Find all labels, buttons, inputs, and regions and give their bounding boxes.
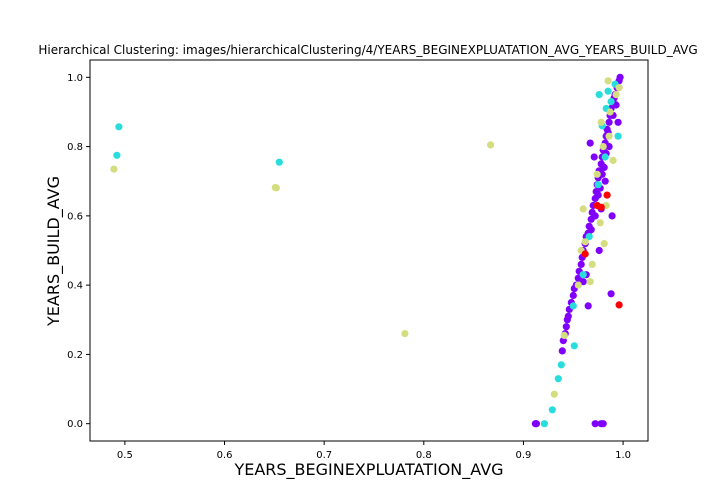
data-point [594,181,602,189]
y-axis: 0.0 0.2 0.4 0.6 0.8 1.0 [67,73,90,430]
data-point [590,153,598,161]
data-point [581,250,589,258]
data-point [564,312,572,320]
data-point [604,77,612,85]
data-point [605,132,613,140]
data-point [605,143,613,151]
x-tick-label: 1.0 [615,450,631,461]
data-point [597,203,605,211]
data-point [595,246,603,255]
data-point [577,260,585,268]
data-point [585,233,593,241]
x-axis: 0.5 0.6 0.7 0.8 0.9 1.0 [117,441,631,461]
data-point [560,331,568,339]
data-point [596,219,604,227]
chart-title: Hierarchical Clustering: images/hierarch… [38,43,697,57]
data-point [275,158,283,166]
data-point [562,323,570,331]
data-point [604,87,612,95]
data-point [609,156,617,164]
x-tick-label: 0.6 [217,450,233,461]
data-point [579,271,587,279]
data-point [593,170,601,178]
data-point [581,238,589,246]
data-point [557,361,565,369]
data-point [272,184,280,192]
data-point [569,302,577,310]
data-point [614,132,622,140]
points-layer [110,73,624,428]
data-point [591,420,599,428]
x-tick-label: 0.7 [316,450,332,461]
data-point [601,177,609,185]
y-axis-label: YEARS_BUILD_AVG [44,176,64,327]
data-point [401,330,409,338]
data-point [548,406,556,414]
data-point [606,108,614,116]
y-tick-label: 0.2 [67,350,83,361]
data-point [586,139,594,147]
data-point [599,420,607,428]
data-point [558,347,566,355]
data-point [570,342,578,350]
x-tick-label: 0.9 [515,450,531,461]
y-tick-label: 0.4 [67,281,83,292]
y-tick-label: 0.0 [67,419,83,430]
data-point [586,278,594,286]
data-point [601,153,609,161]
data-point [608,212,616,220]
data-point [110,165,118,173]
data-point [605,118,613,126]
x-tick-label: 0.8 [416,450,432,461]
data-point [607,290,615,298]
data-point [594,191,602,199]
data-point [579,205,587,213]
data-point [587,226,595,234]
data-point [584,302,592,310]
data-point [612,91,620,99]
data-point [599,143,607,151]
data-point [574,281,582,289]
data-point [616,73,624,81]
data-point [607,98,615,106]
data-point [540,420,549,428]
data-point [615,301,623,309]
data-point [600,163,608,171]
data-point [591,212,599,220]
data-point [554,375,562,383]
x-axis-label: YEARS_BEGINEXPLUATATION_AVG [233,460,503,480]
data-point [113,151,121,159]
plot-area-frame [89,59,649,442]
data-point [598,170,606,178]
data-point [550,390,558,398]
y-tick-label: 1.0 [67,73,83,84]
data-point [614,118,622,126]
data-point [615,84,623,92]
y-tick-label: 0.6 [67,211,83,222]
data-point [532,420,541,428]
data-point [597,118,605,126]
data-point [603,191,611,199]
data-point [115,123,123,131]
data-point [569,291,577,300]
data-point [487,141,495,149]
data-point [588,260,596,268]
data-point [595,91,603,99]
x-tick-label: 0.5 [117,450,133,461]
data-point [600,240,608,248]
y-tick-label: 0.8 [67,142,83,153]
